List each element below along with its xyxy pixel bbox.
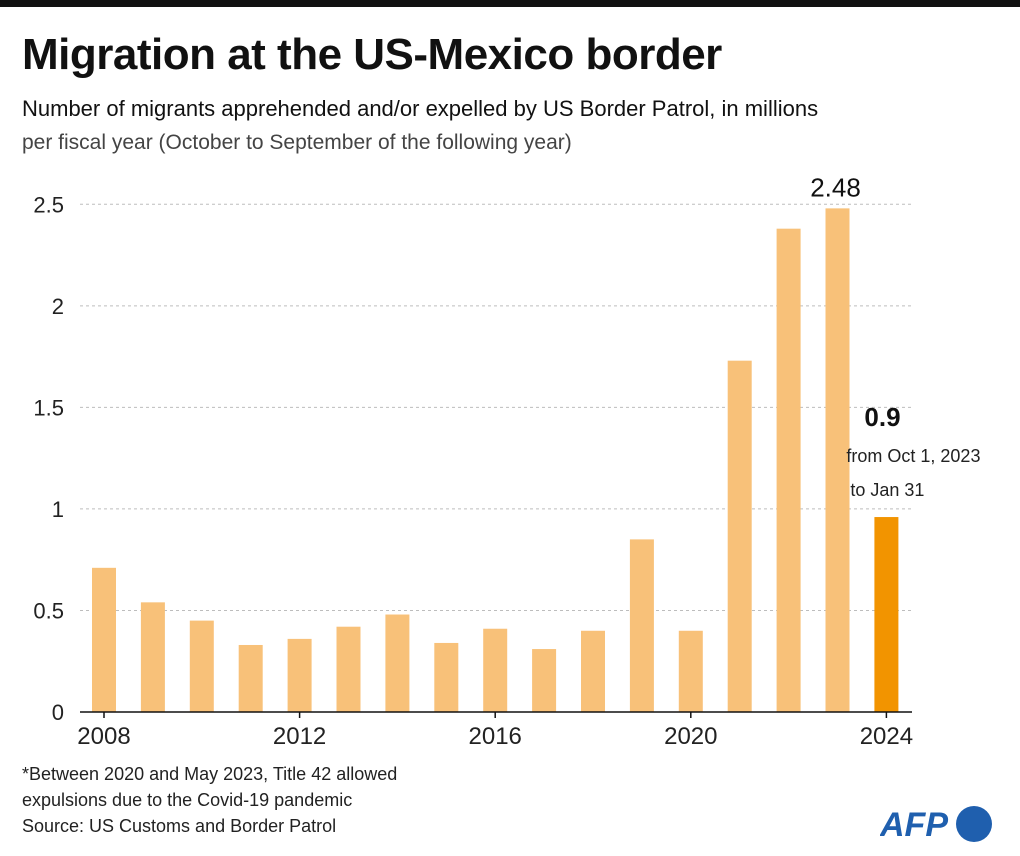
bar-2022	[776, 228, 801, 712]
x-tick-label: 2024	[860, 723, 913, 750]
y-tick-label: 1.5	[33, 395, 64, 420]
chart-subtitle: Number of migrants apprehended and/or ex…	[22, 96, 819, 121]
y-tick-label: 1	[52, 497, 64, 522]
bar-2024	[874, 517, 899, 712]
top-rule	[0, 0, 1020, 7]
bar-2009	[140, 602, 165, 712]
bar-2012	[287, 638, 312, 712]
bar-2011	[238, 644, 263, 712]
bar-2013	[336, 626, 361, 712]
bar-2021	[727, 360, 752, 712]
y-tick-label: 2.5	[33, 192, 64, 217]
footnote-line-1: *Between 2020 and May 2023, Title 42 all…	[22, 764, 398, 784]
axis-layer	[80, 711, 912, 718]
source-note: Source: US Customs and Border Patrol	[22, 816, 337, 836]
bar-2018	[581, 630, 605, 712]
afp-logo-dot	[956, 806, 992, 842]
annotation-line-1: from Oct 1, 2023	[846, 446, 980, 466]
chart-title: Migration at the US-Mexico border	[22, 30, 722, 79]
bar-2014	[385, 614, 410, 712]
data-label-peak: 2.48	[810, 172, 861, 202]
y-tick-label: 2	[52, 294, 64, 319]
bar-2017	[532, 649, 557, 712]
bar-2010	[189, 620, 214, 712]
bar-2023	[825, 208, 850, 712]
y-tick-label: 0.5	[33, 598, 64, 623]
annotation-line-2: to Jan 31	[850, 480, 924, 500]
bar-2020	[678, 630, 703, 712]
x-tick-label: 2008	[77, 723, 130, 750]
chart-subtitle-secondary: per fiscal year (October to September of…	[22, 131, 572, 154]
footnote-line-2: expulsions due to the Covid-19 pandemic	[22, 790, 353, 810]
bars-layer	[92, 208, 899, 712]
bar-2019	[629, 539, 654, 712]
afp-logo-text: AFP	[880, 806, 948, 844]
bar-chart: 0 0.5 1 1.5 2 2.5 2008 2012 2016 2020 2024 2.48 0.9 f…	[33, 172, 980, 750]
bar-2016	[483, 628, 508, 712]
y-tick-label: 0	[52, 700, 64, 725]
x-tick-label: 2012	[273, 723, 326, 750]
labels-layer: 0 0.5 1 1.5 2 2.5 2008 2012 2016 2020 2024 2.48 0.9 f…	[33, 172, 980, 750]
data-label-current: 0.9	[864, 402, 900, 432]
bar-2015	[434, 642, 459, 712]
x-tick-label: 2020	[664, 723, 717, 750]
x-tick-label: 2016	[469, 723, 522, 750]
bar-2008	[92, 567, 116, 712]
afp-logo: AFP	[880, 806, 992, 844]
grid-layer	[80, 203, 912, 611]
